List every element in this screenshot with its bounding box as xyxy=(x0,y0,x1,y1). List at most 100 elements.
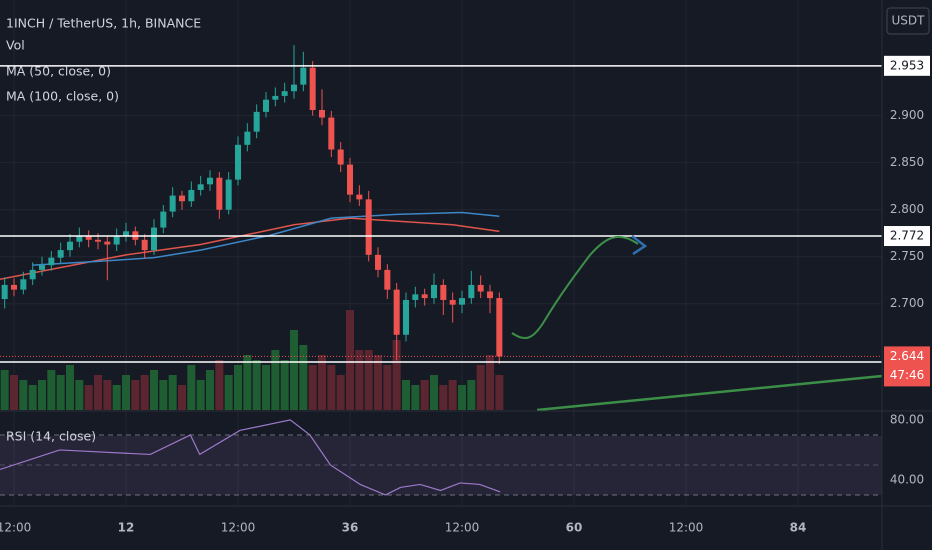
level-label: 2.772 xyxy=(890,229,924,243)
volume-bar xyxy=(280,360,289,410)
currency: USDT xyxy=(892,14,926,28)
indicator: MA (100, close, 0) xyxy=(6,89,119,104)
candle-body xyxy=(11,284,17,290)
candle-body xyxy=(421,294,428,299)
candle-body xyxy=(487,291,493,299)
volume-bar xyxy=(252,360,261,410)
candle-body xyxy=(169,195,176,212)
x-tick-label: 12:00 xyxy=(445,521,480,535)
candle-body xyxy=(384,269,391,290)
volume-bar xyxy=(56,375,65,410)
countdown: 47:46 xyxy=(890,368,925,382)
currency-box xyxy=(886,7,930,35)
drawing-arrow xyxy=(631,235,648,256)
x-tick-label: 12 xyxy=(118,521,135,535)
candle-body xyxy=(477,284,484,292)
candle-body xyxy=(160,211,167,228)
volume-bar xyxy=(374,355,382,410)
rsi-title: RSI (14, close) xyxy=(6,429,96,444)
candle-body xyxy=(104,241,111,245)
candle-body xyxy=(179,195,185,202)
candle-body xyxy=(253,111,260,132)
candle-body xyxy=(244,131,251,145)
candle-body xyxy=(337,149,344,165)
volume-bar xyxy=(355,350,364,410)
volume-bar xyxy=(495,375,504,410)
ma-line xyxy=(32,211,500,266)
candle-body xyxy=(29,269,36,280)
candle-body xyxy=(412,294,419,300)
candle-body xyxy=(95,239,101,242)
x-tick-label: 12:00 xyxy=(221,521,256,535)
volume-bar xyxy=(0,370,9,410)
candle-body xyxy=(141,239,148,251)
candle-body xyxy=(151,227,157,251)
candle-body xyxy=(328,117,335,150)
level-label-box xyxy=(884,226,930,247)
volume-bar xyxy=(402,380,410,410)
level-label-box xyxy=(884,55,930,76)
volume-bar xyxy=(299,345,308,410)
candle-body xyxy=(216,177,223,210)
volume-bar xyxy=(467,380,476,410)
rsi-band xyxy=(0,436,882,495)
volume-bar xyxy=(430,375,438,410)
volume-bar xyxy=(84,385,93,410)
candle-body xyxy=(309,67,316,111)
volume-bar xyxy=(196,380,205,410)
volume-bar xyxy=(411,385,420,410)
candle-body xyxy=(459,298,465,305)
volume-bar xyxy=(271,350,280,410)
candle-body xyxy=(393,289,400,335)
x-tick-label: 12:00 xyxy=(669,521,704,535)
volume-bar xyxy=(336,375,345,410)
volume-bar xyxy=(262,365,270,410)
last-price-label: 2.644 xyxy=(890,349,924,363)
candle-body xyxy=(272,95,279,100)
volume-bar xyxy=(38,380,46,410)
volume-bar xyxy=(47,370,56,410)
volume-bar xyxy=(131,380,140,410)
volume-bar xyxy=(290,330,298,410)
volume-bar xyxy=(392,340,401,410)
volume-bar xyxy=(234,365,242,410)
candle-body xyxy=(113,236,120,245)
volume-bar xyxy=(10,375,18,410)
plot xyxy=(0,45,882,496)
y-tick-label: 2.850 xyxy=(890,155,924,169)
volume-bar xyxy=(112,385,121,410)
volume-bar xyxy=(206,370,214,410)
y-tick-label: 2.900 xyxy=(890,108,924,122)
volume-bar xyxy=(94,375,102,410)
candle-body xyxy=(468,284,475,299)
volume-bar xyxy=(420,380,429,410)
volume-bar xyxy=(327,365,336,410)
volume-bar xyxy=(448,380,457,410)
rsi-line xyxy=(0,419,501,496)
volume-bar xyxy=(19,380,28,410)
x-tick-label: 60 xyxy=(566,521,583,535)
axis: 12:00 12 12:00 36 12:00 60 12:00 84 2.700 2.750 2.… xyxy=(0,55,930,535)
candle-body xyxy=(449,299,456,305)
volume-bar xyxy=(224,375,233,410)
volume-bar xyxy=(439,385,448,410)
level-label: 2.953 xyxy=(890,58,924,72)
candle-body xyxy=(440,284,447,300)
ma-line xyxy=(0,217,500,281)
candle-body xyxy=(365,199,372,255)
volume-bar xyxy=(28,385,37,410)
volume-bar xyxy=(122,375,130,410)
candle-body xyxy=(375,254,381,270)
y-tick-label: 2.800 xyxy=(890,202,924,216)
volume-bar xyxy=(364,350,373,410)
candle-body xyxy=(123,231,129,237)
volume-bar xyxy=(150,370,158,410)
volume-bar xyxy=(178,385,186,410)
candle-body xyxy=(263,99,269,112)
candle-body xyxy=(235,144,241,180)
y-tick-label: 2.700 xyxy=(890,296,924,310)
x-tick-label: 84 xyxy=(790,521,807,535)
volume-bar xyxy=(346,310,354,410)
